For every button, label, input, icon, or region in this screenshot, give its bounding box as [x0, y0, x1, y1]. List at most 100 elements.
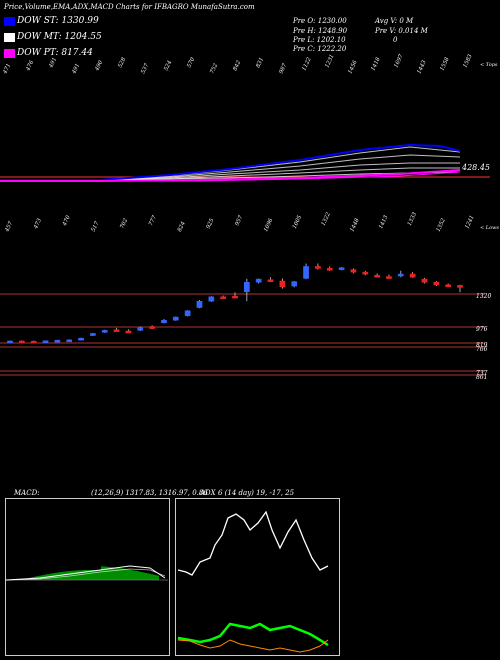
low-tick-label: 1333 — [407, 211, 419, 227]
macd-line — [5, 565, 166, 581]
low-tick-label: 824 — [177, 220, 187, 233]
legend-label: DOW PT: 817.44 — [17, 48, 93, 58]
candle-body — [90, 333, 96, 336]
ema-line — [0, 171, 461, 182]
legend-swatch — [4, 33, 15, 42]
price-level-label: 976 — [476, 326, 488, 333]
candle-body — [433, 282, 440, 286]
low-tick-label: 470 — [61, 214, 72, 227]
price-level-label: 737 — [476, 370, 488, 377]
candle-body — [303, 266, 309, 279]
top-tick-label: 1456 — [347, 59, 359, 75]
macd-graph — [5, 565, 168, 581]
top-tick-label: 1443 — [416, 59, 428, 75]
adx-minus-line — [177, 639, 329, 653]
low-tick-label: 1352 — [436, 217, 448, 233]
candle-body — [279, 280, 286, 287]
low-tick-label: 1096 — [263, 217, 275, 233]
top-tick-label: 1231 — [324, 54, 335, 69]
candle-body — [338, 267, 345, 270]
price-level-label: 861 — [476, 374, 487, 381]
low-tick-label: 957 — [234, 214, 244, 227]
low-tick-label: 457 — [4, 220, 15, 233]
top-level-label: 428.45 — [461, 163, 490, 172]
macd-label: MACD: — [14, 489, 40, 497]
candle-body — [291, 281, 298, 287]
adx-di-line — [177, 622, 329, 647]
candle-body — [409, 273, 416, 278]
candle-body — [267, 279, 274, 282]
top-axis-tag: < Tops — [480, 62, 498, 68]
low-tick-label: 1241 — [464, 215, 475, 230]
top-tick-label: 491 — [48, 57, 58, 70]
macd-panel — [5, 498, 170, 656]
candle-body — [315, 266, 321, 269]
candle-body — [397, 273, 404, 277]
candle-body — [220, 296, 227, 300]
candle-body — [7, 340, 13, 344]
info-pre-open: Pre O: 1230.00 — [293, 17, 347, 25]
top-tick-label: 471 — [2, 63, 12, 76]
top-tick-label: 528 — [117, 56, 127, 69]
candle-body — [232, 295, 238, 299]
candle-body — [30, 340, 37, 344]
candle-body — [18, 340, 25, 344]
candle-body — [101, 330, 108, 333]
top-tick-label: 1583 — [462, 53, 474, 69]
top-tick-label: 1122 — [301, 56, 313, 72]
candle-body — [457, 285, 463, 288]
top-tick-label: 1697 — [393, 53, 405, 69]
low-tick-label: 925 — [206, 217, 216, 230]
candle-body — [161, 319, 167, 323]
candle-body — [172, 316, 179, 321]
macd-signal-line — [5, 568, 166, 581]
ema-line — [0, 143, 461, 181]
info-extra: 0 — [393, 36, 398, 44]
candle-body — [66, 339, 73, 343]
legend-swatch — [4, 49, 15, 58]
top-tick-label: 570 — [186, 56, 196, 69]
legend-swatch — [4, 17, 15, 26]
chart-title: Price,Volume,EMA,ADX,MACD Charts for IFB… — [4, 3, 255, 11]
info-pre-volume: Pre V: 0.014 M — [375, 27, 428, 35]
price-level-label: 766 — [476, 346, 488, 353]
info-pre-high: Pre H: 1248.90 — [293, 27, 348, 35]
candle-body — [445, 284, 452, 288]
candle-body — [137, 327, 144, 331]
legend-dow-st: DOW ST: 1330.99 — [4, 16, 104, 29]
low-tick-label: 777 — [148, 214, 158, 227]
candle-body — [42, 340, 49, 343]
info-pre-close: Pre C: 1222.20 — [293, 45, 347, 53]
main-axis-tag: < Lows — [480, 225, 499, 231]
candle-body — [374, 275, 380, 278]
candle-body — [184, 310, 191, 317]
low-tick-label: 1448 — [349, 217, 361, 233]
candle-body — [350, 269, 357, 273]
candle-body — [255, 278, 262, 283]
top-tick-label: 491 — [71, 63, 81, 76]
low-tick-label: 1005 — [292, 214, 304, 230]
top-tick-label: 987 — [278, 62, 288, 75]
legend-label: DOW ST: 1330.99 — [17, 16, 99, 26]
top-tick-label: 1418 — [370, 56, 382, 72]
adx-graph — [177, 510, 329, 653]
candle-body — [386, 276, 392, 279]
candle-body — [326, 268, 333, 271]
price-level-label: 819 — [476, 342, 488, 349]
price-level-label: 1320 — [476, 293, 491, 300]
candle-body — [113, 329, 120, 332]
macd-values: (12,26,9) 1317.83, 1316.97, 0.86 — [91, 489, 208, 497]
adx-label: ADX — [200, 489, 216, 497]
candle-body — [362, 271, 369, 275]
top-tick-label: 831 — [255, 57, 265, 69]
candle-body — [196, 300, 203, 308]
top-tick-label: 537 — [140, 62, 150, 75]
top-tick-label: 842 — [232, 59, 242, 72]
top-tick-label: 476 — [25, 59, 36, 72]
adx-panel — [175, 498, 340, 656]
top-tick-label: 524 — [163, 59, 173, 72]
candle-body — [125, 330, 132, 334]
low-tick-label: 517 — [91, 220, 101, 233]
legend-label: DOW MT: 1204.55 — [17, 32, 102, 42]
